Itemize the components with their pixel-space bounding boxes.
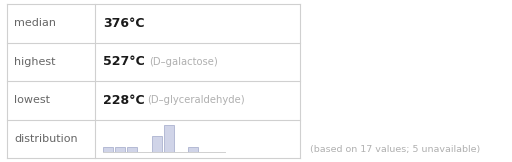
Text: 376°C: 376°C [103, 17, 144, 30]
Bar [164, 125, 174, 152]
Bar [127, 146, 137, 152]
Bar [115, 146, 125, 152]
Bar [103, 146, 113, 152]
Text: (based on 17 values; 5 unavailable): (based on 17 values; 5 unavailable) [310, 145, 480, 154]
Text: distribution: distribution [14, 134, 78, 144]
Bar [152, 135, 162, 152]
Text: 228°C: 228°C [103, 94, 144, 107]
Text: lowest: lowest [14, 95, 50, 105]
Text: median: median [14, 18, 56, 28]
Text: highest: highest [14, 57, 55, 67]
Text: (D–glyceraldehyde): (D–glyceraldehyde) [147, 95, 245, 105]
Text: (D–galactose): (D–galactose) [149, 57, 218, 67]
Bar [188, 146, 199, 152]
Text: 527°C: 527°C [103, 55, 145, 68]
